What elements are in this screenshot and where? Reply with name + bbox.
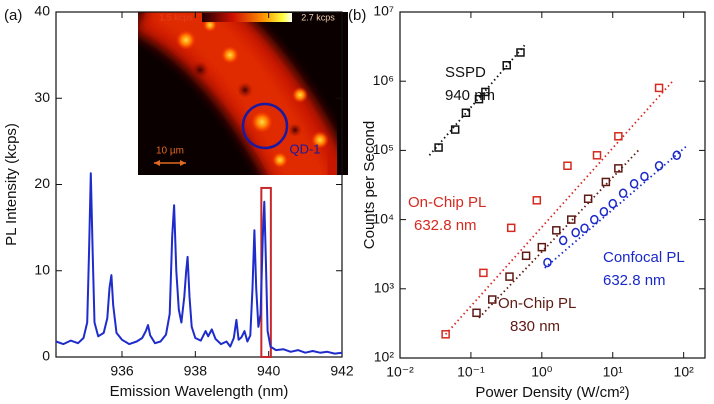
data-point (614, 164, 623, 173)
spectrum-line (55, 172, 343, 355)
data-point (571, 227, 580, 238)
y-tick-label: 30 (34, 89, 50, 105)
x-tick-label: 936 (110, 363, 134, 379)
data-point (537, 242, 547, 252)
data-point (502, 61, 511, 70)
x-tick-label: 10¹ (603, 364, 624, 380)
marker-label: QD-1 (289, 141, 320, 156)
series-annotation: SSPD (445, 64, 486, 81)
data-point (532, 196, 542, 205)
y-axis-title: Counts per Second (361, 121, 378, 249)
series-annotation: 940 nm (445, 87, 495, 104)
scale-max: 2.7 kcps (301, 12, 335, 22)
series-annotation: On-Chip PL (498, 295, 576, 312)
series-annotation: 830 nm (510, 318, 560, 335)
y-tick-label: 10² (374, 349, 395, 365)
y-tick-label: 10⁷ (373, 3, 394, 19)
x-tick-label: 10⁻² (386, 364, 414, 380)
series-annotation: 632.8 nm (414, 217, 477, 234)
panel-label: (a) (4, 7, 22, 24)
data-point (590, 214, 599, 225)
data-point (558, 235, 568, 246)
data-point (472, 308, 481, 318)
data-point (672, 150, 682, 161)
data-point (521, 251, 531, 261)
data-point (601, 177, 611, 187)
y-tick-label: 10⁵ (373, 141, 394, 157)
y-tick-label: 10³ (374, 280, 395, 296)
y-tick-label: 10 (34, 261, 50, 277)
data-point (640, 171, 649, 182)
data-point (567, 215, 576, 224)
fit-line (428, 44, 526, 156)
x-axis-title: Emission Wavelength (nm) (110, 383, 289, 400)
x-tick-label: 10⁻¹ (457, 364, 485, 380)
data-point (434, 143, 443, 152)
x-axis-title: Power Density (W/cm²) (475, 384, 629, 401)
data-point (654, 83, 664, 93)
plot-frame (55, 11, 343, 358)
data-point (479, 268, 488, 278)
data-point (563, 161, 572, 171)
y-tick-label: 40 (34, 3, 50, 19)
x-tick-label: 942 (330, 363, 354, 379)
data-point (599, 206, 609, 217)
x-tick-label: 10⁰ (531, 364, 553, 380)
data-point (505, 272, 514, 281)
data-point (583, 194, 593, 204)
data-point (506, 223, 516, 233)
data-point (618, 188, 628, 199)
data-point (441, 330, 450, 339)
data-point (592, 151, 602, 160)
scale-min: 1.5 kcps (159, 12, 193, 22)
inset-map: 1.5 kcps 2.7 kcps 10 µm QD-1 (138, 12, 348, 175)
x-tick-label: 10² (674, 364, 695, 380)
scale-bar: 10 µm (156, 146, 184, 157)
data-point (450, 125, 460, 134)
data-point (608, 198, 617, 209)
data-point (488, 295, 497, 304)
data-point (481, 87, 490, 97)
data-point (461, 108, 471, 118)
y-axis-title: PL Intensity (kcps) (3, 123, 20, 246)
data-point (654, 161, 664, 171)
data-point (614, 132, 623, 141)
data-point (629, 178, 639, 189)
series-annotation: 632.8 nm (603, 272, 666, 289)
x-tick-label: 938 (184, 363, 208, 379)
plot-frame (399, 11, 706, 359)
series-annotation: On-Chip PL (408, 194, 486, 211)
y-tick-label: 10⁴ (372, 210, 394, 226)
data-point (580, 223, 589, 233)
data-point (474, 94, 484, 104)
y-tick-label: 0 (42, 348, 50, 364)
series-annotation: Confocal PL (603, 249, 685, 266)
y-tick-label: 10⁶ (373, 72, 394, 88)
x-tick-label: 940 (257, 363, 281, 379)
data-point (552, 226, 561, 235)
data-point (516, 48, 525, 57)
y-tick-label: 20 (34, 175, 50, 191)
data-point (543, 257, 552, 268)
panel-label: (b) (348, 7, 366, 24)
